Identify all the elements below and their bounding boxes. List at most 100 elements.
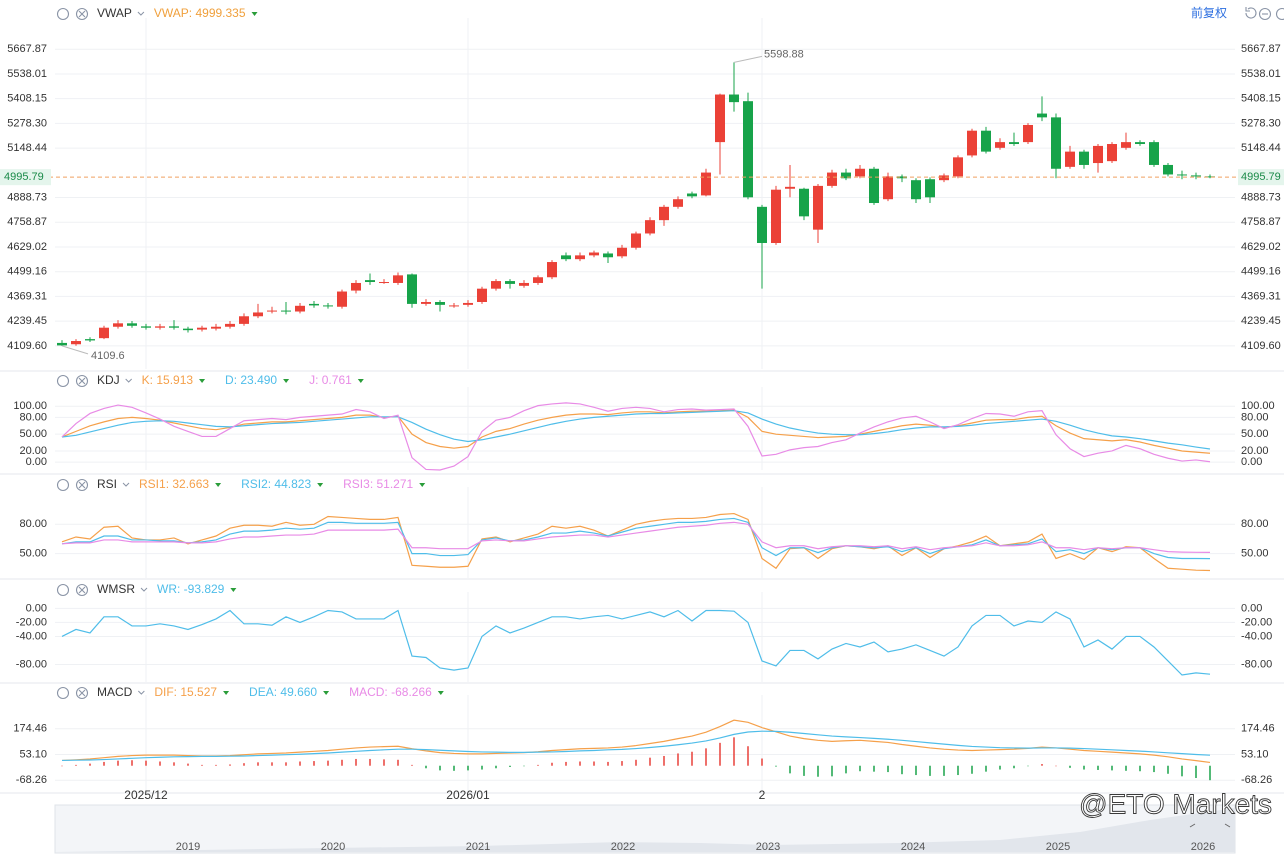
histogram-bar bbox=[1153, 765, 1155, 773]
settings-icon[interactable] bbox=[56, 374, 70, 388]
y-tick-label-right: 50.00 bbox=[1241, 428, 1269, 440]
histogram-bar bbox=[971, 765, 973, 774]
min-label: 4109.6 bbox=[91, 350, 125, 362]
close-icon[interactable] bbox=[75, 7, 89, 21]
y-tick-label: 20.00 bbox=[19, 445, 47, 457]
candle-body bbox=[1051, 117, 1061, 169]
indicator-line bbox=[61, 609, 1211, 676]
candle-body bbox=[673, 199, 683, 207]
legend-arrow bbox=[419, 483, 426, 487]
close-icon[interactable] bbox=[78, 377, 86, 385]
legend-arrow bbox=[317, 483, 324, 487]
candle-body bbox=[169, 326, 179, 328]
histogram-bar bbox=[1069, 765, 1071, 768]
navigator-handle[interactable] bbox=[1189, 823, 1231, 828]
zoom-out-icon[interactable] bbox=[1258, 7, 1272, 21]
y-tick-label: 50.00 bbox=[19, 428, 47, 440]
panel-icons[interactable] bbox=[56, 686, 89, 700]
histogram-bar bbox=[719, 742, 721, 766]
settings-icon[interactable] bbox=[56, 7, 70, 21]
candle-body bbox=[533, 277, 543, 283]
histogram-bar bbox=[425, 765, 427, 769]
y-tick-label-right: 174.46 bbox=[1241, 723, 1275, 735]
toolbar-icons[interactable] bbox=[1245, 7, 1284, 21]
histogram-bar bbox=[551, 762, 553, 766]
indicator-line bbox=[61, 410, 1211, 450]
candle-body bbox=[519, 282, 529, 286]
histogram-bar bbox=[1083, 765, 1085, 770]
histogram-bar bbox=[355, 758, 357, 766]
histogram-bar bbox=[565, 761, 567, 766]
candle-body bbox=[729, 94, 739, 103]
histogram-bar bbox=[845, 765, 847, 774]
y-tick-label: 4629.02 bbox=[7, 241, 47, 253]
candle-body bbox=[99, 327, 109, 339]
panel-icons[interactable] bbox=[56, 374, 89, 388]
candle-body bbox=[211, 326, 221, 329]
panel-icons[interactable] bbox=[56, 583, 89, 597]
histogram-bar bbox=[117, 760, 119, 766]
candle-body bbox=[351, 282, 361, 291]
close-icon[interactable] bbox=[78, 10, 86, 18]
legend-entry: WR: -93.829 bbox=[157, 582, 225, 596]
histogram-bar bbox=[537, 764, 539, 766]
histogram-bar bbox=[803, 765, 805, 776]
navigator bbox=[54, 804, 1236, 854]
close-icon[interactable] bbox=[75, 686, 89, 700]
close-icon[interactable] bbox=[75, 374, 89, 388]
histogram-bar bbox=[705, 748, 707, 766]
histogram-bar bbox=[831, 765, 833, 777]
candle-body bbox=[421, 301, 431, 304]
panel-title: VWAP bbox=[97, 6, 132, 20]
histogram-bar bbox=[299, 761, 301, 766]
chevron bbox=[140, 587, 148, 592]
legend-entry: J: 0.761 bbox=[309, 373, 352, 387]
histogram-bar bbox=[607, 761, 609, 766]
y-tick-label: 4888.73 bbox=[7, 191, 47, 203]
histogram-bar bbox=[817, 765, 819, 777]
y-tick-label: 53.10 bbox=[19, 748, 47, 760]
settings-icon[interactable] bbox=[56, 686, 70, 700]
undo-icon[interactable] bbox=[1245, 7, 1257, 19]
candle-body bbox=[743, 101, 753, 198]
candle-body bbox=[379, 282, 389, 284]
histogram-bar bbox=[649, 757, 651, 766]
chevron bbox=[125, 378, 133, 383]
close-icon[interactable] bbox=[75, 583, 89, 597]
histogram-bar bbox=[1055, 765, 1057, 767]
close-icon[interactable] bbox=[78, 586, 86, 594]
histogram-bar bbox=[957, 765, 959, 776]
histogram-bar bbox=[1125, 765, 1127, 771]
y-tick-label-right: 50.00 bbox=[1241, 547, 1269, 559]
candle-body bbox=[505, 281, 515, 284]
navigator-year: 2024 bbox=[901, 841, 925, 853]
close-icon[interactable] bbox=[75, 478, 89, 492]
panel-icons[interactable] bbox=[56, 478, 89, 492]
y-tick-label-right: -20.00 bbox=[1241, 616, 1272, 628]
candle-body bbox=[309, 303, 319, 306]
legend-entry: D: 23.490 bbox=[225, 373, 277, 387]
chevron bbox=[137, 11, 145, 16]
min-leader bbox=[61, 345, 89, 355]
close-icon[interactable] bbox=[78, 481, 86, 489]
legend-entry: DIF: 15.527 bbox=[154, 685, 217, 699]
legend-entry: RSI2: 44.823 bbox=[241, 477, 311, 491]
adjust-button[interactable]: 前复权 bbox=[1191, 5, 1227, 20]
histogram-bar bbox=[411, 764, 413, 766]
candle-body bbox=[687, 193, 697, 197]
y-tick-label: 100.00 bbox=[13, 400, 47, 412]
histogram-bar bbox=[383, 759, 385, 766]
zoom-in-icon[interactable] bbox=[1275, 7, 1284, 21]
y-tick-label: 4369.31 bbox=[7, 290, 47, 302]
settings-icon[interactable] bbox=[56, 478, 70, 492]
settings-icon[interactable] bbox=[56, 583, 70, 597]
panel-icons[interactable] bbox=[56, 7, 89, 21]
indicator-line bbox=[61, 512, 1211, 572]
candle-body bbox=[953, 157, 963, 177]
histogram-bar bbox=[579, 761, 581, 766]
histogram-bar bbox=[929, 765, 931, 776]
close-icon[interactable] bbox=[78, 689, 86, 697]
max-label: 5598.88 bbox=[764, 48, 804, 60]
y-tick-label-right: 100.00 bbox=[1241, 400, 1275, 412]
